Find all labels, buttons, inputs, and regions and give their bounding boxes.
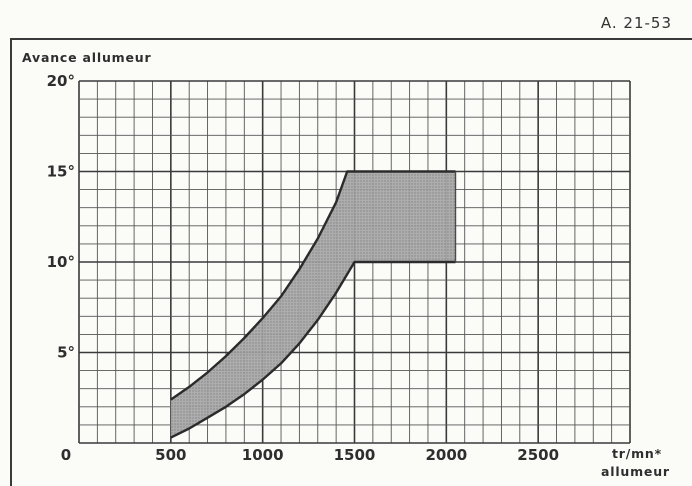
x-axis-title-line2: allumeur xyxy=(601,464,670,479)
x-tick-label: 500 xyxy=(155,446,186,464)
x-axis-title-line1: tr/mn* xyxy=(612,446,662,461)
x-tick-label: 2000 xyxy=(425,446,467,464)
x-tick-label: 2500 xyxy=(517,446,559,464)
x-tick-labels: 0 500 1000 1500 2000 2500 xyxy=(61,446,559,464)
x-tick-label: 0 xyxy=(61,446,71,464)
advance-band xyxy=(170,170,457,439)
figure-reference: A. 21-53 xyxy=(600,14,672,32)
band-lower-curve xyxy=(170,260,456,439)
chart-frame xyxy=(10,38,692,486)
y-tick-label: 20° xyxy=(47,72,75,90)
y-axis-title: Avance allumeur xyxy=(22,50,151,65)
y-tick-label: 15° xyxy=(47,163,75,181)
x-tick-label: 1000 xyxy=(242,446,284,464)
y-tick-label: 10° xyxy=(47,253,75,271)
y-tick-label: 5° xyxy=(57,344,75,362)
x-tick-label: 1500 xyxy=(334,446,376,464)
band-upper-curve xyxy=(170,170,456,401)
y-tick-labels: 5° 10° 15° 20° xyxy=(47,72,75,362)
band-fill xyxy=(170,171,456,438)
